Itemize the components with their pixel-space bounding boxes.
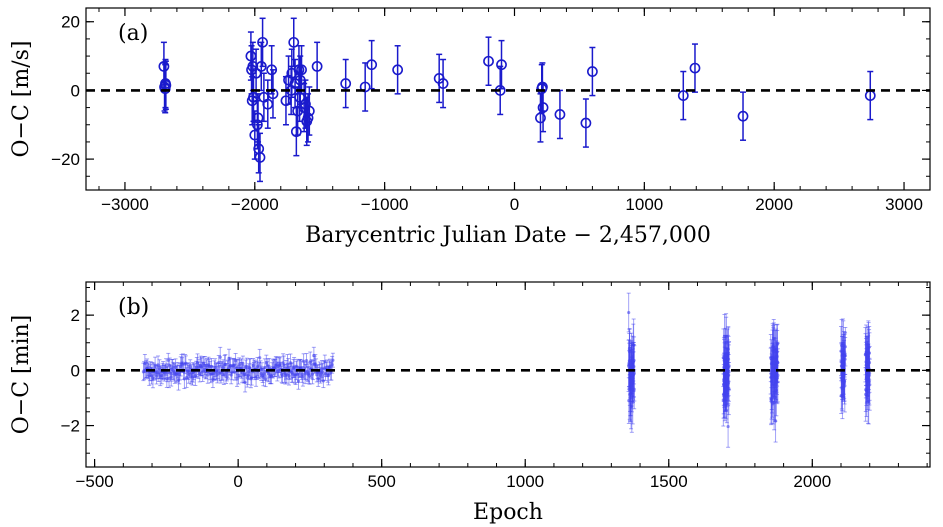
panel-a-data-point xyxy=(292,105,304,117)
panel-b-y-tick-label: 2 xyxy=(71,306,80,325)
panel-a-data-point xyxy=(737,110,749,122)
panel-b-data-point xyxy=(321,370,325,374)
panel-b-data-point xyxy=(166,358,170,362)
panel-a-data-point xyxy=(255,60,267,72)
panel-b-data-point xyxy=(627,310,631,315)
panel-a-data-point xyxy=(340,78,352,89)
panel-a-data-point xyxy=(266,64,278,76)
panel-a-y-tick-label: 0 xyxy=(71,81,80,100)
panel-b-data-point xyxy=(156,363,160,367)
panel-a-data-point xyxy=(537,102,549,113)
panel-b-data-point xyxy=(304,359,309,363)
panel-b-data-point xyxy=(868,383,872,387)
panel-b-label: (b) xyxy=(118,295,149,320)
panel-b-data-point xyxy=(776,373,780,377)
panel-b-data-point xyxy=(206,373,210,377)
panel-a-x-tick-label: 2000 xyxy=(755,195,793,214)
panel-b-data-point xyxy=(843,345,847,349)
panel-a-data-point xyxy=(254,151,266,163)
panel-a-data-point xyxy=(288,36,300,48)
panel-b-x-axis-label: Epoch xyxy=(473,500,543,525)
panel-a-x-tick-label: −2000 xyxy=(231,195,279,214)
panel-a-data-point xyxy=(359,81,371,93)
panel-b-frame xyxy=(85,281,931,468)
panel-a-x-tick-label: 0 xyxy=(510,195,519,214)
panel-b-y-tick-label: −2 xyxy=(61,417,80,436)
panel-a-points xyxy=(158,17,876,183)
panel-b-data-point xyxy=(218,355,222,359)
panel-b-x-tick-label: 2000 xyxy=(793,472,831,491)
panel-b-data-point xyxy=(773,419,778,423)
panel-b: −500 0 500 1000 1500 2000 −2 0 2 (b) Epoch O−C [… xyxy=(9,281,931,525)
panel-a-data-point xyxy=(302,112,314,124)
panel-b-data-point xyxy=(235,377,239,381)
panel-b-x-tick-label: 1500 xyxy=(650,472,688,491)
panel-b-data-point xyxy=(258,356,262,360)
panel-a-data-point xyxy=(392,64,404,76)
panel-a-data-point xyxy=(366,59,378,71)
panel-a-axes: −3000 −2000 −1000 0 1000 2000 3000 −20 0 20 xyxy=(51,7,931,214)
panel-a-data-point xyxy=(580,117,592,129)
panel-b-data-point xyxy=(296,379,301,383)
panel-a-data-point xyxy=(689,62,701,74)
panel-b-data-point xyxy=(188,365,192,369)
panel-a-x-axis-label: Barycentric Julian Date − 2,457,000 xyxy=(305,223,711,248)
panel-b-data-point xyxy=(165,371,170,375)
panel-a-data-point xyxy=(311,60,323,72)
panel-a-x-tick-label: 3000 xyxy=(885,195,923,214)
panel-b-y-axis-label: O−C [min] xyxy=(9,315,34,435)
panel-b-data-point xyxy=(301,375,305,379)
panel-a-x-tick-label: −3000 xyxy=(101,195,149,214)
panel-b-y-tick-label: 0 xyxy=(71,361,80,380)
panel-a-y-axis-label: O−C [m/s] xyxy=(9,40,34,157)
panel-b-x-tick-label: 0 xyxy=(233,472,242,491)
panel-a-frame xyxy=(85,7,931,191)
panel-b-x-tick-label: 500 xyxy=(367,472,395,491)
panel-a-data-point xyxy=(303,105,315,117)
panel-b-data-point xyxy=(241,362,245,366)
panel-a-y-tick-label: 20 xyxy=(61,13,80,32)
panel-b-x-tick-label: −500 xyxy=(75,472,113,491)
panel-a-data-point xyxy=(677,90,689,101)
panel-a-data-point xyxy=(437,78,449,89)
panel-a-data-point xyxy=(252,112,264,124)
panel-b-data-point xyxy=(632,371,636,375)
panel-b-data-point xyxy=(164,365,168,369)
panel-a-data-point xyxy=(496,59,507,71)
panel-a-y-tick-label: −20 xyxy=(51,150,80,169)
panel-b-data-point xyxy=(263,377,268,381)
panel-b-data-point xyxy=(280,374,285,378)
panel-a-data-point xyxy=(587,66,598,77)
panel-a-x-tick-label: −1000 xyxy=(361,195,409,214)
panel-b-data-point xyxy=(726,424,730,429)
panel-b-axes: −500 0 500 1000 1500 2000 −2 0 2 xyxy=(61,281,931,491)
panel-b-data-point xyxy=(331,358,335,362)
panel-b-data-point xyxy=(263,365,267,370)
panel-a: −3000 −2000 −1000 0 1000 2000 3000 −20 0 20 (a) B… xyxy=(9,7,931,248)
panel-a-x-tick-label: 1000 xyxy=(625,195,663,214)
panel-a-data-point xyxy=(283,74,294,86)
panel-a-data-point xyxy=(290,126,302,138)
panel-a-label: (a) xyxy=(118,21,148,46)
panel-b-data-point xyxy=(843,384,847,388)
panel-a-data-point xyxy=(483,55,494,67)
panel-b-x-tick-label: 1000 xyxy=(506,472,544,491)
panel-b-data-point xyxy=(243,380,247,385)
panel-b-data-point xyxy=(727,364,731,368)
panel-a-data-point xyxy=(257,36,268,48)
panel-a-data-point xyxy=(296,64,307,76)
panel-a-data-point xyxy=(554,109,566,120)
